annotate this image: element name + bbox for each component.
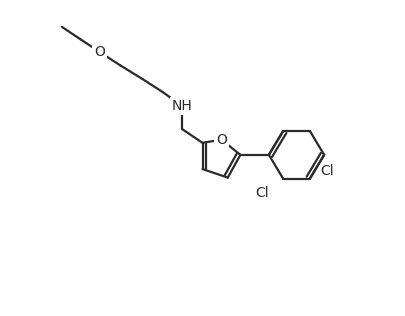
Text: O: O <box>94 45 105 59</box>
Text: NH: NH <box>172 99 192 113</box>
Text: O: O <box>216 133 227 147</box>
Text: Cl: Cl <box>255 186 269 200</box>
Text: Cl: Cl <box>320 164 334 178</box>
